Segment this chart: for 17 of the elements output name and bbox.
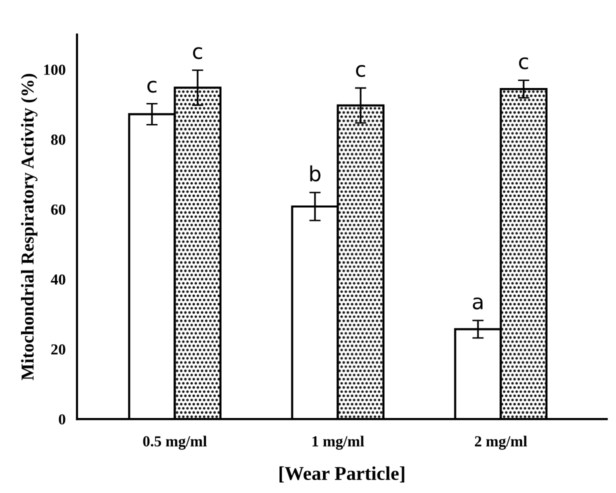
y-tick-label: 0 — [58, 414, 66, 424]
x-axis-title: [Wear Particle] — [280, 466, 404, 482]
y-tick-label: 60 — [51, 204, 66, 215]
annotation: b — [310, 165, 320, 182]
annotation: a — [472, 297, 482, 310]
x-tick-label: 1 mg/ml — [312, 436, 364, 450]
x-tick-label: 0.5 mg/ml — [143, 436, 207, 450]
y-tick-label: 40 — [50, 274, 66, 285]
y-tick-label: 80 — [51, 134, 66, 145]
y-axis-title: Mitochondrial Respiratory Activity (%) — [20, 74, 38, 380]
annotation: c — [193, 47, 202, 60]
annotation: c — [519, 57, 528, 70]
y-tick-label: 100 — [44, 64, 66, 75]
annotation: c — [356, 65, 366, 77]
annotation: c — [147, 80, 156, 93]
x-tick-label: 2 mg/ml — [474, 436, 528, 450]
y-tick-label: 20 — [51, 344, 66, 355]
